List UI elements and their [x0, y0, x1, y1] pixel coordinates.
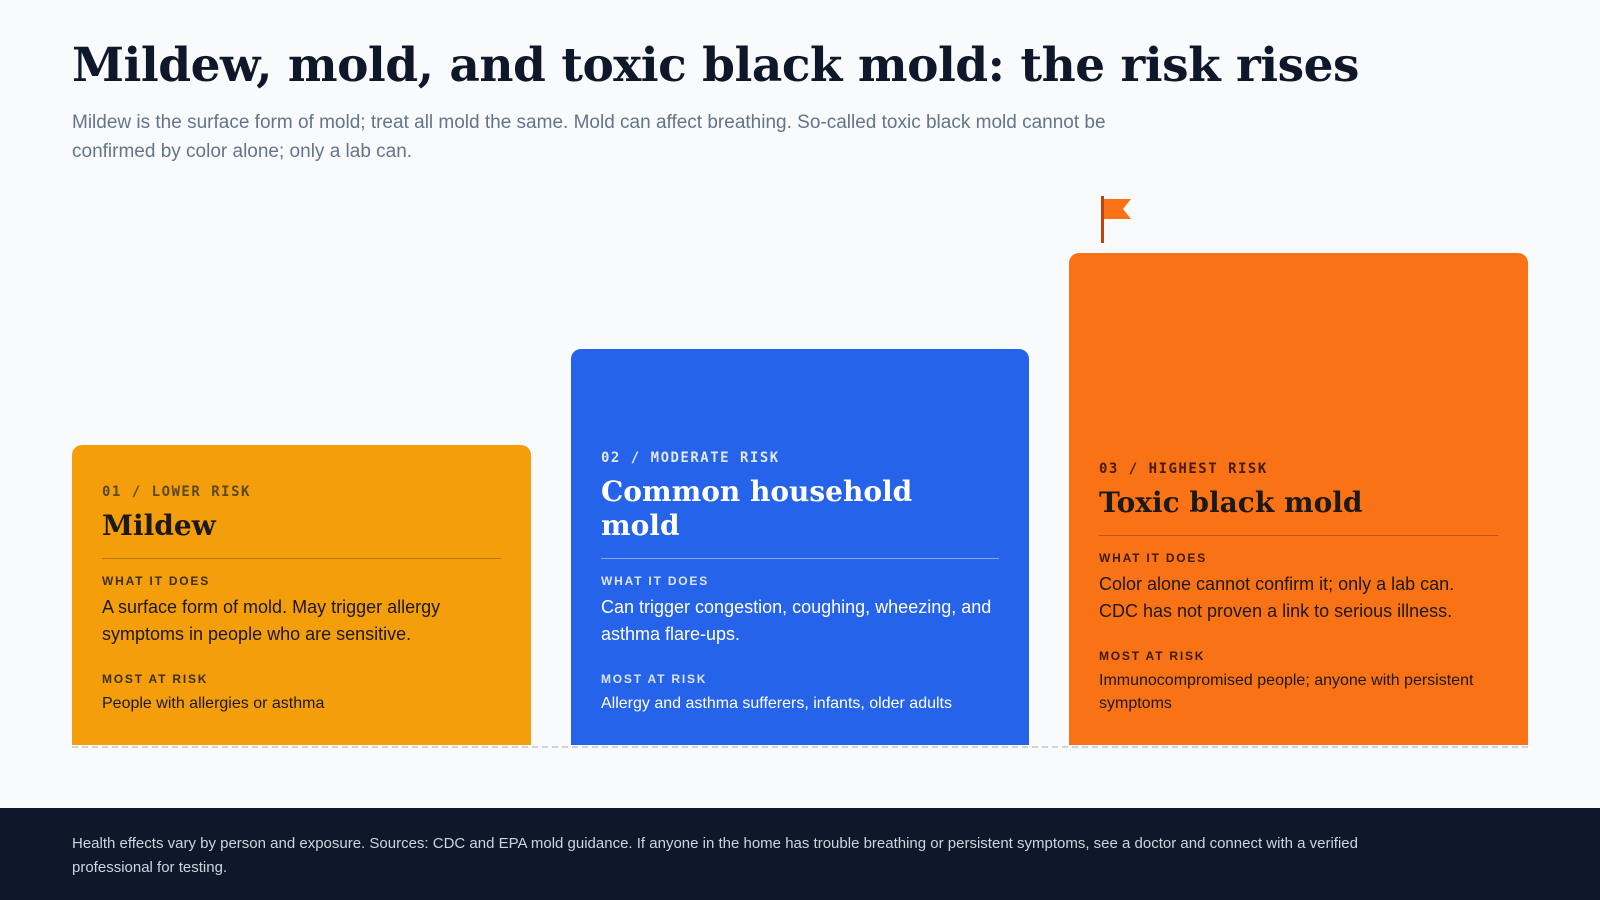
what-it-does-text: A surface form of mold. May trigger alle… — [102, 597, 441, 644]
card-tier-label: 01 / LOWER RISK — [102, 484, 251, 500]
most-at-risk-label: MOST AT RISK — [601, 672, 708, 686]
card-title: Common household mold — [601, 475, 999, 559]
card-mildew: 01 / LOWER RISK Mildew WHAT IT DOES A su… — [72, 445, 531, 745]
what-it-does-label: WHAT IT DOES — [1099, 551, 1208, 565]
most-at-risk-text: Allergy and asthma sufferers, infants, o… — [601, 695, 952, 712]
flag-icon — [1101, 196, 1131, 243]
card-tier-label: 02 / MODERATE RISK — [601, 450, 780, 466]
footer: Health effects vary by person and exposu… — [0, 808, 1600, 900]
what-it-does-text: Can trigger congestion, coughing, wheezi… — [601, 597, 992, 644]
most-at-risk-label: MOST AT RISK — [102, 672, 209, 686]
most-at-risk-text: People with allergies or asthma — [102, 695, 325, 712]
card-common-household-mold: 02 / MODERATE RISK Common household mold… — [571, 349, 1029, 745]
card-title: Toxic black mold — [1099, 486, 1498, 536]
card-tier-label: 03 / HIGHEST RISK — [1099, 461, 1268, 477]
most-at-risk-label: MOST AT RISK — [1099, 649, 1206, 663]
card-title: Mildew — [102, 509, 501, 559]
footer-note: Health effects vary by person and exposu… — [72, 835, 1358, 876]
most-at-risk-text: Immunocompromised people; anyone with pe… — [1099, 672, 1474, 712]
what-it-does-text: Color alone cannot confirm it; only a la… — [1099, 574, 1455, 621]
what-it-does-label: WHAT IT DOES — [601, 574, 710, 588]
page-subtitle: Mildew is the surface form of mold; trea… — [72, 112, 1106, 162]
card-toxic-black-mold: 03 / HIGHEST RISK Toxic black mold WHAT … — [1069, 253, 1528, 745]
what-it-does-label: WHAT IT DOES — [102, 574, 211, 588]
page-title: Mildew, mold, and toxic black mold: the … — [72, 38, 1359, 93]
baseline-divider — [72, 746, 1528, 748]
